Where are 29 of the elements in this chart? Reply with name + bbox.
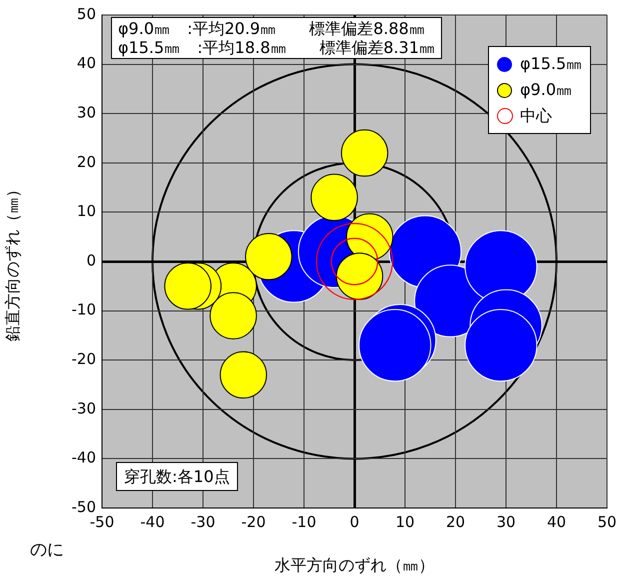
- y-tick-label: 0: [86, 251, 96, 270]
- legend-label: φ9.0㎜: [520, 80, 572, 100]
- x-tick-label: -30: [190, 512, 216, 531]
- x-tick-label: 0: [350, 512, 360, 531]
- x-tick-label: -20: [241, 512, 266, 531]
- y-tick-label: 20: [76, 152, 96, 171]
- y-tick-label: -40: [72, 448, 96, 467]
- x-tick-label: 40: [546, 512, 566, 531]
- legend-label: 中心: [520, 106, 552, 126]
- annotation: φ15.5㎜ :平均18.8㎜ 標準偏差8.31㎜: [118, 38, 435, 57]
- y-axis-title: 鉛直方向のずれ（㎜）: [2, 182, 22, 342]
- legend-label: φ15.5㎜: [520, 54, 582, 74]
- y-tick-label: 40: [76, 54, 96, 72]
- x-tick-label: 10: [395, 512, 415, 531]
- y-tick-label: -10: [72, 300, 96, 319]
- y-tick-label: 10: [76, 202, 96, 220]
- y-tick-label: -20: [72, 350, 96, 368]
- text: のに: [30, 539, 64, 561]
- x-tick-label: -40: [140, 512, 165, 531]
- annotation: φ9.0㎜ :平均20.9㎜ 標準偏差8.88㎜: [118, 19, 426, 38]
- y-tick-label: 30: [76, 103, 96, 122]
- annotation: 穿孔数:各10点: [116, 462, 238, 491]
- x-axis-title: 水平方向のずれ（㎜）: [274, 556, 434, 575]
- x-tick-label: 30: [496, 512, 516, 531]
- x-tick-label: 50: [597, 512, 617, 531]
- y-tick-label: -30: [72, 399, 96, 418]
- x-tick-label: -10: [292, 512, 316, 531]
- x-tick-label: 20: [446, 512, 466, 531]
- y-tick-label: 50: [76, 4, 96, 23]
